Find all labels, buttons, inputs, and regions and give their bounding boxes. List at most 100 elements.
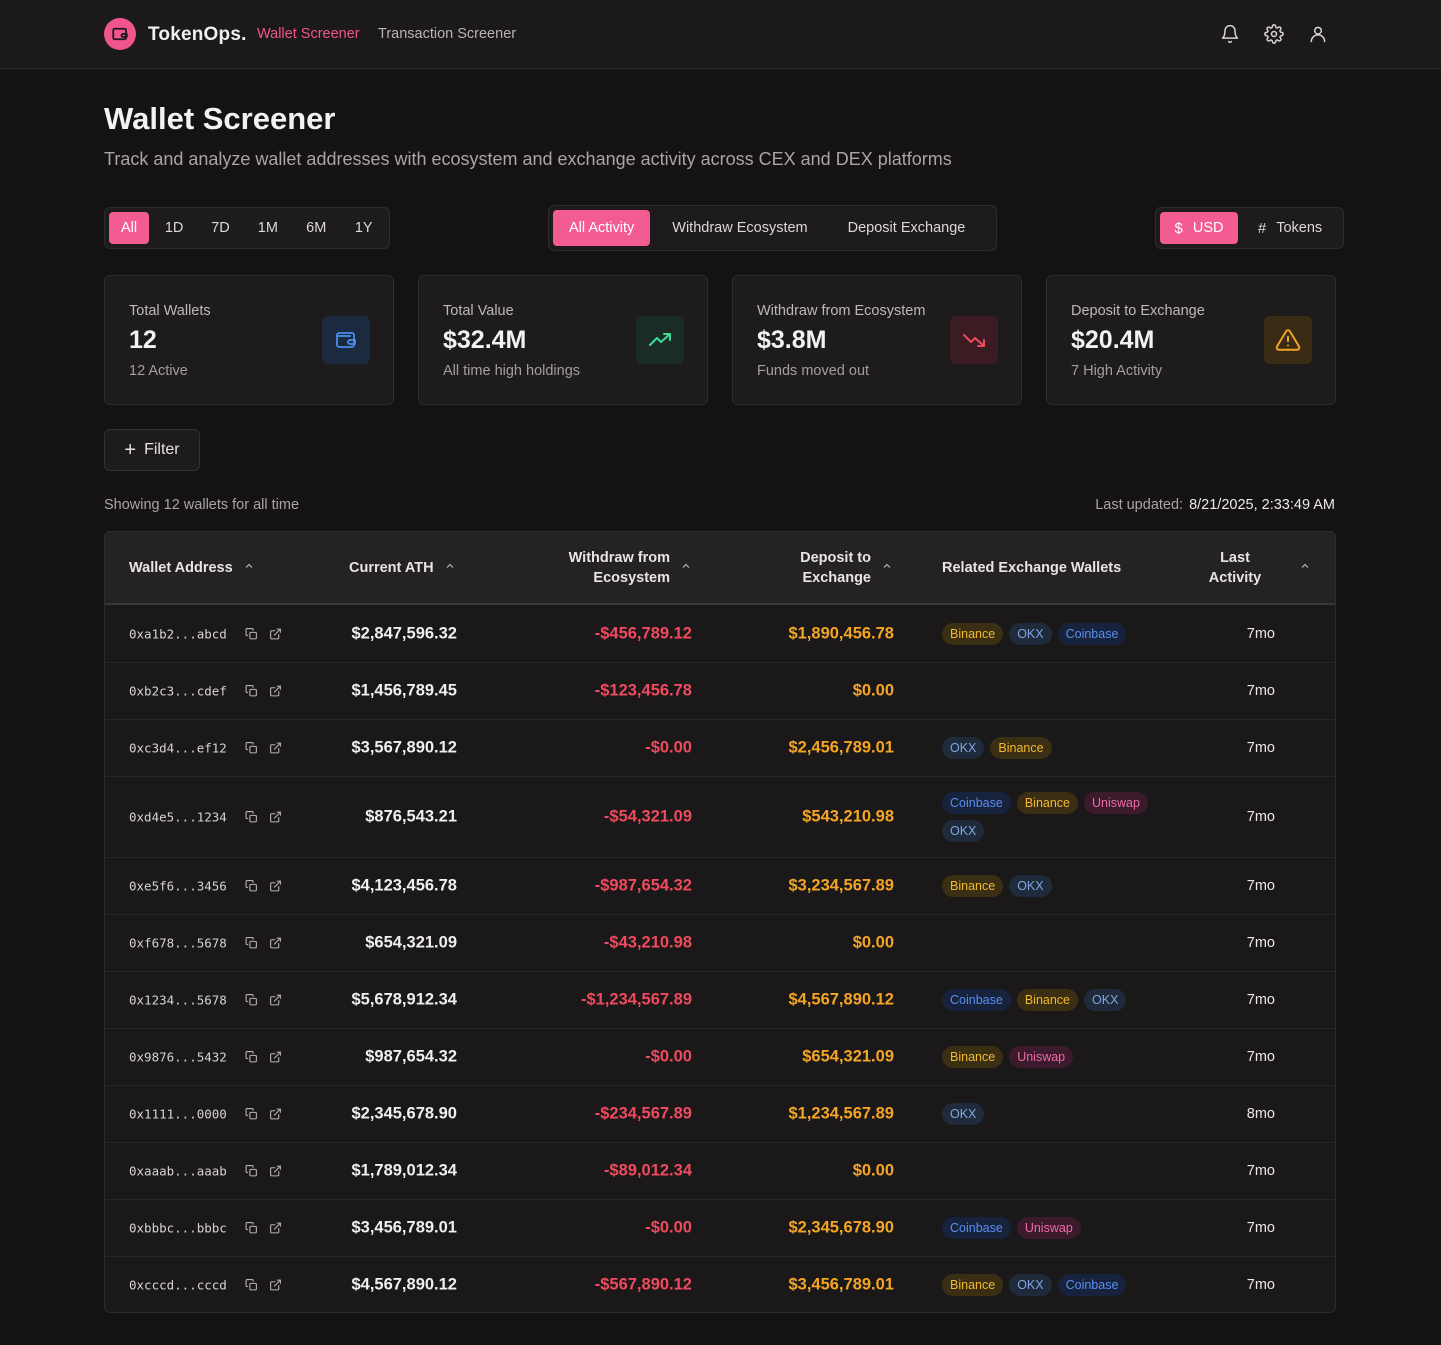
logo-wallet-icon[interactable] — [104, 18, 136, 50]
exchange-tag[interactable]: Binance — [942, 1046, 1004, 1068]
col-last-activity[interactable]: Last Activity — [1185, 548, 1315, 588]
range-7d-button[interactable]: 7D — [211, 220, 230, 236]
col-withdraw-ecosystem[interactable]: Withdraw from Ecosystem — [545, 548, 695, 588]
external-link-icon[interactable] — [269, 1107, 283, 1121]
range-1y-button[interactable]: 1Y — [354, 220, 373, 236]
nav-wallet-screener[interactable]: Wallet Screener — [257, 26, 360, 42]
exchange-tag[interactable]: OKX — [1009, 623, 1052, 645]
external-link-icon[interactable] — [269, 936, 283, 950]
exchange-tag[interactable]: Coinbase — [1057, 1274, 1127, 1296]
deposit-amount: $1,890,456.78 — [788, 624, 894, 643]
table-row[interactable]: 0xd4e5...1234 $876,543.21 -$54,321.09 $5… — [105, 777, 1335, 858]
exchange-tag[interactable]: OKX — [1009, 875, 1052, 897]
exchange-tag[interactable]: Uniswap — [1016, 1217, 1081, 1239]
user-icon[interactable] — [1306, 22, 1330, 46]
copy-icon[interactable] — [245, 810, 259, 824]
deposit-amount: $4,567,890.12 — [788, 990, 894, 1009]
table-row[interactable]: 0xaaab...aaab $1,789,012.34 -$89,012.34 … — [105, 1143, 1335, 1200]
filter-label: Filter — [144, 441, 180, 458]
copy-icon[interactable] — [245, 684, 259, 698]
chevron-up-icon — [1299, 558, 1311, 578]
copy-icon[interactable] — [245, 1050, 259, 1064]
exchange-tag[interactable]: Coinbase — [942, 792, 1011, 814]
external-link-icon[interactable] — [269, 627, 283, 641]
wallet-address-cell: 0x1111...0000 — [129, 1107, 283, 1122]
usd-button[interactable]: $ USD — [1160, 212, 1238, 244]
exchange-tag[interactable]: Uniswap — [1084, 792, 1148, 814]
table-row[interactable]: 0xa1b2...abcd $2,847,596.32 -$456,789.12… — [105, 606, 1335, 663]
copy-icon[interactable] — [245, 1221, 259, 1235]
copy-icon[interactable] — [245, 1164, 259, 1178]
exchange-tag[interactable]: Binance — [942, 875, 1004, 897]
current-ath: $4,567,890.12 — [351, 1275, 457, 1294]
table-row[interactable]: 0xf678...5678 $654,321.09 -$43,210.98 $0… — [105, 915, 1335, 972]
table-row[interactable]: 0xc3d4...ef12 $3,567,890.12 -$0.00 $2,45… — [105, 720, 1335, 777]
chevron-up-icon — [881, 558, 893, 578]
nav-transaction-screener[interactable]: Transaction Screener — [378, 26, 517, 42]
exchange-tag[interactable]: Binance — [990, 737, 1052, 759]
copy-icon[interactable] — [245, 627, 259, 641]
card-label: Deposit to Exchange — [1071, 303, 1205, 319]
range-1d-button[interactable]: 1D — [164, 220, 184, 236]
exchange-tag[interactable]: Uniswap — [1009, 1046, 1074, 1068]
current-ath: $876,543.21 — [365, 807, 457, 826]
external-link-icon[interactable] — [269, 810, 283, 824]
all-activity-button[interactable]: All Activity — [553, 210, 651, 246]
external-link-icon[interactable] — [269, 1221, 283, 1235]
exchange-tag[interactable]: OKX — [942, 1103, 985, 1125]
copy-icon[interactable] — [245, 1278, 259, 1292]
range-1m-button[interactable]: 1M — [257, 220, 278, 236]
exchange-tag[interactable]: Coinbase — [942, 1217, 1011, 1239]
withdraw-ecosystem-card: Withdraw from Ecosystem $3.8M Funds move… — [732, 275, 1022, 405]
exchange-tag[interactable]: Coinbase — [942, 989, 1011, 1011]
col-wallet-address[interactable]: Wallet Address — [129, 558, 255, 578]
copy-icon[interactable] — [245, 879, 259, 893]
wallet-address-cell: 0x1234...5678 — [129, 993, 283, 1008]
exchange-tag[interactable]: Coinbase — [1057, 623, 1127, 645]
wallet-address: 0xc3d4...ef12 — [129, 740, 227, 756]
exchange-tag[interactable]: Binance — [1016, 989, 1079, 1011]
deposit-amount: $0.00 — [852, 1161, 894, 1180]
external-link-icon[interactable] — [269, 684, 283, 698]
exchange-tag[interactable]: OKX — [1009, 1274, 1052, 1296]
exchange-tag[interactable]: Binance — [942, 1274, 1004, 1296]
copy-icon[interactable] — [245, 993, 259, 1007]
range-all-button[interactable]: All — [109, 212, 150, 244]
exchange-tag[interactable]: OKX — [1084, 989, 1127, 1011]
exchange-tag[interactable]: OKX — [942, 737, 985, 759]
copy-icon[interactable] — [245, 1107, 259, 1121]
last-updated-label: Last updated: — [1095, 497, 1184, 513]
external-link-icon[interactable] — [269, 741, 283, 755]
filter-button[interactable]: + Filter — [104, 429, 200, 471]
copy-icon[interactable] — [245, 936, 259, 950]
range-6m-button[interactable]: 6M — [306, 220, 327, 236]
last-activity: 7mo — [1246, 1220, 1275, 1236]
gear-icon[interactable] — [1262, 22, 1286, 46]
brand-name[interactable]: TokenOps. — [148, 24, 247, 45]
tokens-button[interactable]: # Tokens — [1242, 212, 1338, 244]
related-exchanges: OKX — [942, 1103, 1172, 1125]
copy-icon[interactable] — [245, 741, 259, 755]
table-row[interactable]: 0xe5f6...3456 $4,123,456.78 -$987,654.32… — [105, 858, 1335, 915]
exchange-tag[interactable]: Binance — [942, 623, 1004, 645]
related-exchanges: OKX Binance — [942, 737, 1172, 759]
withdraw-ecosystem-button[interactable]: Withdraw Ecosystem — [672, 220, 808, 236]
col-deposit-exchange[interactable]: Deposit to Exchange — [771, 548, 901, 588]
exchange-tag[interactable]: OKX — [942, 820, 985, 842]
table-row[interactable]: 0xbbbc...bbbc $3,456,789.01 -$0.00 $2,34… — [105, 1200, 1335, 1257]
table-row[interactable]: 0x1234...5678 $5,678,912.34 -$1,234,567.… — [105, 972, 1335, 1029]
external-link-icon[interactable] — [269, 879, 283, 893]
external-link-icon[interactable] — [269, 1278, 283, 1292]
col-current-ath[interactable]: Current ATH — [349, 558, 456, 578]
external-link-icon[interactable] — [269, 993, 283, 1007]
external-link-icon[interactable] — [269, 1050, 283, 1064]
table-row[interactable]: 0x9876...5432 $987,654.32 -$0.00 $654,32… — [105, 1029, 1335, 1086]
exchange-tag[interactable]: Binance — [1016, 792, 1079, 814]
table-row[interactable]: 0x1111...0000 $2,345,678.90 -$234,567.89… — [105, 1086, 1335, 1143]
table-row[interactable]: 0xcccd...cccd $4,567,890.12 -$567,890.12… — [105, 1257, 1335, 1312]
withdraw-amount: -$567,890.12 — [594, 1275, 692, 1294]
bell-icon[interactable] — [1218, 22, 1242, 46]
table-row[interactable]: 0xb2c3...cdef $1,456,789.45 -$123,456.78… — [105, 663, 1335, 720]
deposit-exchange-button[interactable]: Deposit Exchange — [847, 220, 966, 236]
external-link-icon[interactable] — [269, 1164, 283, 1178]
